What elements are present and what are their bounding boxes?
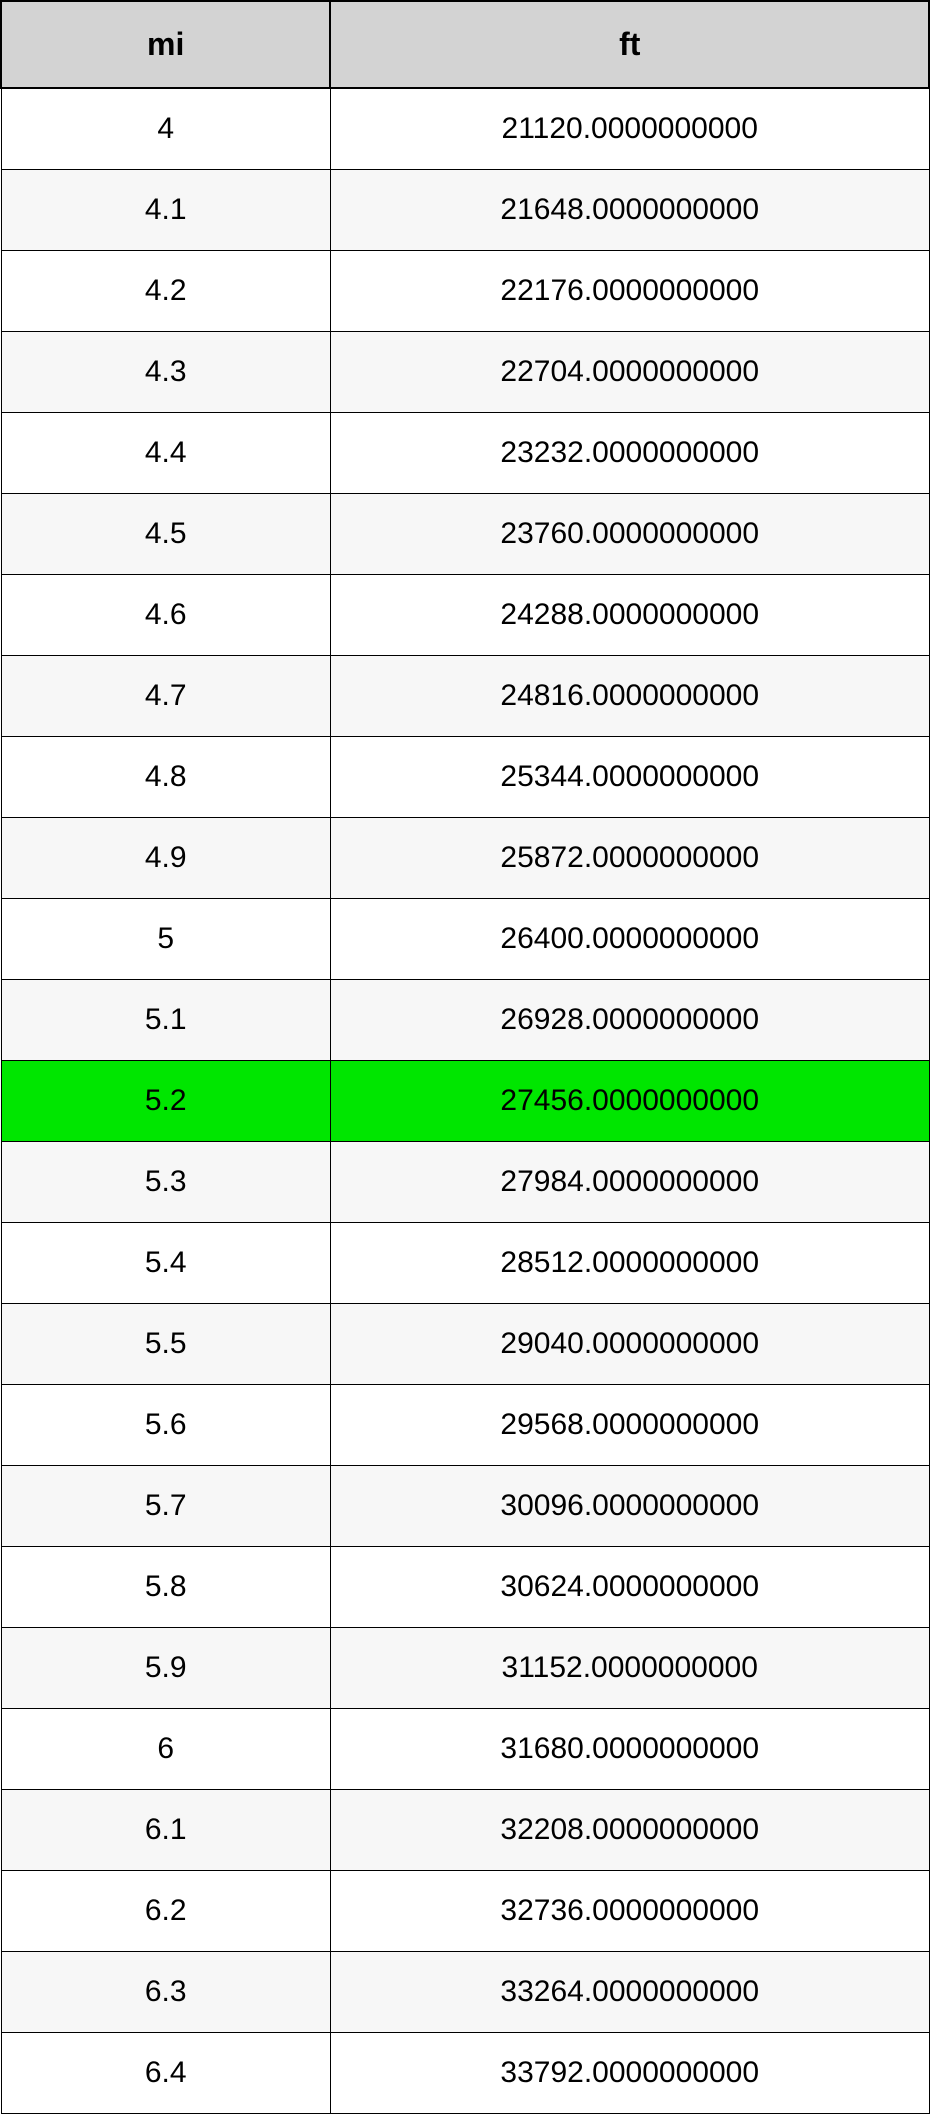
cell-ft: 24816.0000000000	[330, 656, 929, 737]
cell-mi: 4.7	[1, 656, 330, 737]
table-row: 5.730096.0000000000	[1, 1466, 929, 1547]
table-row: 4.724816.0000000000	[1, 656, 929, 737]
cell-ft: 29568.0000000000	[330, 1385, 929, 1466]
cell-ft: 29040.0000000000	[330, 1304, 929, 1385]
cell-mi: 5.8	[1, 1547, 330, 1628]
cell-ft: 21120.0000000000	[330, 88, 929, 170]
cell-mi: 5	[1, 899, 330, 980]
cell-mi: 6	[1, 1709, 330, 1790]
table-row: 5.629568.0000000000	[1, 1385, 929, 1466]
cell-mi: 4	[1, 88, 330, 170]
cell-mi: 5.2	[1, 1061, 330, 1142]
cell-mi: 4.9	[1, 818, 330, 899]
cell-mi: 6.3	[1, 1952, 330, 2033]
cell-ft: 26928.0000000000	[330, 980, 929, 1061]
table-row: 4.121648.0000000000	[1, 170, 929, 251]
table-row: 631680.0000000000	[1, 1709, 929, 1790]
cell-mi: 5.6	[1, 1385, 330, 1466]
cell-ft: 33792.0000000000	[330, 2033, 929, 2114]
conversion-table: mi ft 421120.00000000004.121648.00000000…	[0, 0, 930, 2114]
table-row: 4.423232.0000000000	[1, 413, 929, 494]
cell-mi: 6.1	[1, 1790, 330, 1871]
cell-mi: 4.8	[1, 737, 330, 818]
cell-ft: 21648.0000000000	[330, 170, 929, 251]
table-row: 4.624288.0000000000	[1, 575, 929, 656]
cell-mi: 5.5	[1, 1304, 330, 1385]
table-row: 5.529040.0000000000	[1, 1304, 929, 1385]
cell-ft: 31152.0000000000	[330, 1628, 929, 1709]
table-row: 5.428512.0000000000	[1, 1223, 929, 1304]
cell-ft: 30096.0000000000	[330, 1466, 929, 1547]
table-row: 4.523760.0000000000	[1, 494, 929, 575]
table-row: 4.222176.0000000000	[1, 251, 929, 332]
cell-mi: 5.1	[1, 980, 330, 1061]
cell-ft: 28512.0000000000	[330, 1223, 929, 1304]
cell-ft: 30624.0000000000	[330, 1547, 929, 1628]
table-row: 6.333264.0000000000	[1, 1952, 929, 2033]
cell-ft: 22704.0000000000	[330, 332, 929, 413]
cell-mi: 4.2	[1, 251, 330, 332]
column-header-ft: ft	[330, 1, 929, 88]
cell-mi: 6.4	[1, 2033, 330, 2114]
cell-mi: 5.9	[1, 1628, 330, 1709]
table-row: 5.227456.0000000000	[1, 1061, 929, 1142]
cell-ft: 27456.0000000000	[330, 1061, 929, 1142]
cell-mi: 5.7	[1, 1466, 330, 1547]
cell-ft: 25344.0000000000	[330, 737, 929, 818]
cell-mi: 4.6	[1, 575, 330, 656]
table-body: 421120.00000000004.121648.00000000004.22…	[1, 88, 929, 2114]
cell-ft: 22176.0000000000	[330, 251, 929, 332]
table-row: 6.433792.0000000000	[1, 2033, 929, 2114]
cell-mi: 5.4	[1, 1223, 330, 1304]
table-row: 421120.0000000000	[1, 88, 929, 170]
table-row: 5.830624.0000000000	[1, 1547, 929, 1628]
table-row: 526400.0000000000	[1, 899, 929, 980]
cell-ft: 23760.0000000000	[330, 494, 929, 575]
table-row: 6.232736.0000000000	[1, 1871, 929, 1952]
cell-ft: 23232.0000000000	[330, 413, 929, 494]
table-row: 4.925872.0000000000	[1, 818, 929, 899]
table-row: 4.322704.0000000000	[1, 332, 929, 413]
cell-ft: 26400.0000000000	[330, 899, 929, 980]
cell-ft: 24288.0000000000	[330, 575, 929, 656]
table-row: 5.327984.0000000000	[1, 1142, 929, 1223]
column-header-mi: mi	[1, 1, 330, 88]
cell-mi: 4.3	[1, 332, 330, 413]
table-row: 5.931152.0000000000	[1, 1628, 929, 1709]
table-row: 6.132208.0000000000	[1, 1790, 929, 1871]
cell-ft: 32736.0000000000	[330, 1871, 929, 1952]
cell-mi: 6.2	[1, 1871, 330, 1952]
cell-ft: 33264.0000000000	[330, 1952, 929, 2033]
cell-mi: 4.4	[1, 413, 330, 494]
cell-mi: 4.1	[1, 170, 330, 251]
table-row: 5.126928.0000000000	[1, 980, 929, 1061]
cell-mi: 4.5	[1, 494, 330, 575]
cell-ft: 25872.0000000000	[330, 818, 929, 899]
cell-ft: 32208.0000000000	[330, 1790, 929, 1871]
table-header-row: mi ft	[1, 1, 929, 88]
table-row: 4.825344.0000000000	[1, 737, 929, 818]
cell-mi: 5.3	[1, 1142, 330, 1223]
cell-ft: 27984.0000000000	[330, 1142, 929, 1223]
cell-ft: 31680.0000000000	[330, 1709, 929, 1790]
